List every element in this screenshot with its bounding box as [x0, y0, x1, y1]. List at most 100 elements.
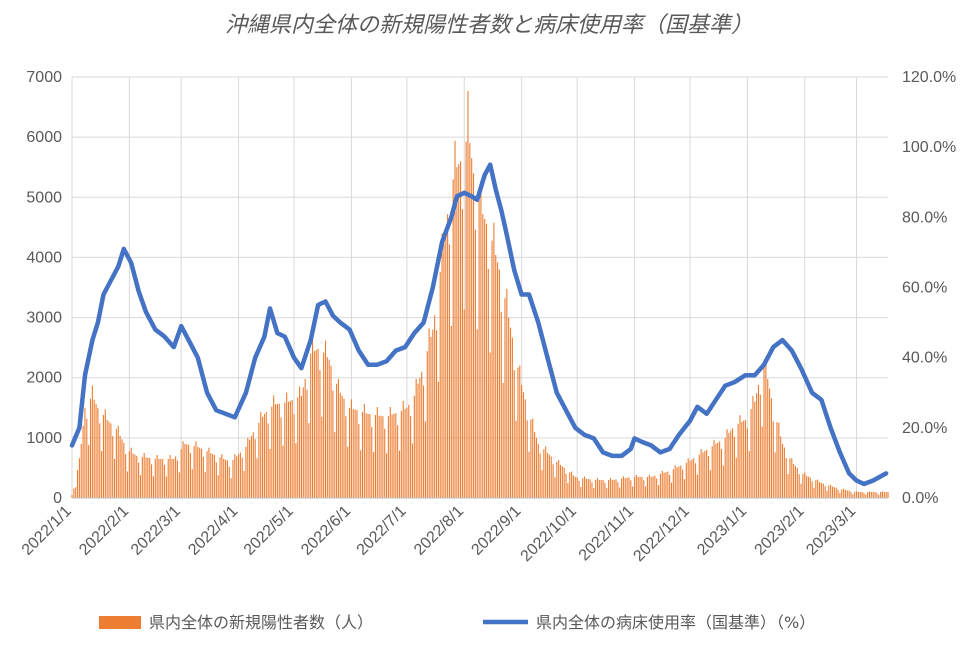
bar: [498, 269, 500, 498]
bar: [226, 460, 228, 498]
bar: [530, 419, 532, 498]
bar: [691, 459, 693, 498]
bar: [156, 454, 158, 498]
bar: [480, 180, 482, 498]
bar: [467, 91, 469, 498]
bar: [315, 350, 317, 498]
bar: [463, 309, 465, 498]
bar: [519, 365, 521, 498]
bar: [841, 489, 843, 498]
bar: [162, 458, 164, 498]
bar: [397, 425, 399, 498]
bar: [780, 436, 782, 498]
bar: [250, 436, 253, 498]
bar: [735, 457, 737, 498]
bar: [861, 491, 863, 498]
bar: [382, 416, 384, 498]
bar: [765, 356, 767, 498]
bar: [217, 475, 219, 498]
bar: [404, 408, 406, 498]
bar: [754, 401, 756, 498]
bar: [850, 492, 852, 498]
bar: [97, 407, 99, 498]
bar: [110, 423, 112, 498]
bar: [191, 469, 193, 498]
bar: [160, 458, 162, 498]
bar: [837, 489, 839, 498]
bar: [818, 482, 821, 498]
bar: [561, 466, 563, 498]
bar: [815, 480, 817, 498]
bar: [885, 491, 887, 498]
bar: [583, 476, 586, 498]
bar: [876, 492, 878, 498]
bar: [280, 417, 282, 498]
bar: [106, 419, 108, 498]
bar: [854, 491, 856, 498]
x-tick-label: 2022/7/1: [354, 503, 410, 559]
bar: [321, 416, 323, 498]
bar: [830, 484, 832, 498]
bar: [206, 451, 208, 498]
chart-title: 沖縄県内全体の新規陽性者数と病床使用率（国基準）: [225, 13, 753, 38]
bar: [265, 411, 267, 498]
bar: [236, 456, 238, 498]
bar: [75, 487, 77, 498]
y-tick-label: 0: [53, 490, 62, 507]
bar: [783, 447, 785, 498]
bar: [311, 337, 314, 498]
bar: [491, 240, 493, 499]
bar: [787, 474, 789, 498]
bar: [474, 229, 476, 499]
legend-label-line: 県内全体の病床使用率（国基準）（%）: [536, 613, 815, 632]
bar: [448, 244, 451, 498]
bar: [663, 472, 665, 498]
line-series-bed-occupancy: [69, 162, 889, 487]
bar: [687, 458, 689, 498]
bar: [145, 457, 147, 498]
bar: [485, 223, 488, 498]
bar: [591, 482, 593, 498]
y2-tick-label: 80.0%: [902, 209, 947, 226]
bar: [141, 456, 143, 498]
x-tick-label: 2022/2/1: [76, 503, 132, 559]
bar: [443, 242, 445, 498]
bar: [582, 478, 584, 498]
bar: [652, 476, 654, 498]
bar: [243, 470, 245, 498]
bar: [424, 421, 426, 498]
bar: [139, 475, 142, 498]
bar: [517, 367, 519, 498]
bar: [585, 478, 587, 498]
bar: [857, 491, 859, 498]
bar: [93, 399, 95, 498]
bar: [709, 470, 711, 498]
bar: [271, 406, 273, 498]
bar: [367, 413, 369, 498]
bar: [532, 418, 534, 498]
bar: [728, 433, 730, 498]
bar: [639, 476, 641, 498]
y-tick-label: 7000: [26, 69, 62, 86]
bar: [563, 467, 565, 498]
bar: [295, 443, 297, 498]
bar: [806, 475, 808, 498]
bar: [843, 488, 845, 498]
bar: [171, 458, 173, 498]
bar: [88, 445, 90, 498]
bar: [469, 143, 471, 498]
bar: [737, 423, 739, 498]
bar: [234, 454, 236, 498]
bar: [669, 474, 671, 498]
bar: [796, 467, 798, 498]
bar: [108, 421, 110, 498]
bar: [447, 214, 449, 498]
bar: [258, 422, 260, 498]
bar: [602, 479, 604, 498]
bar: [204, 471, 206, 498]
bar: [724, 437, 726, 498]
bar: [441, 233, 443, 498]
bar: [356, 410, 358, 498]
bar: [247, 437, 249, 498]
bar: [84, 407, 86, 498]
